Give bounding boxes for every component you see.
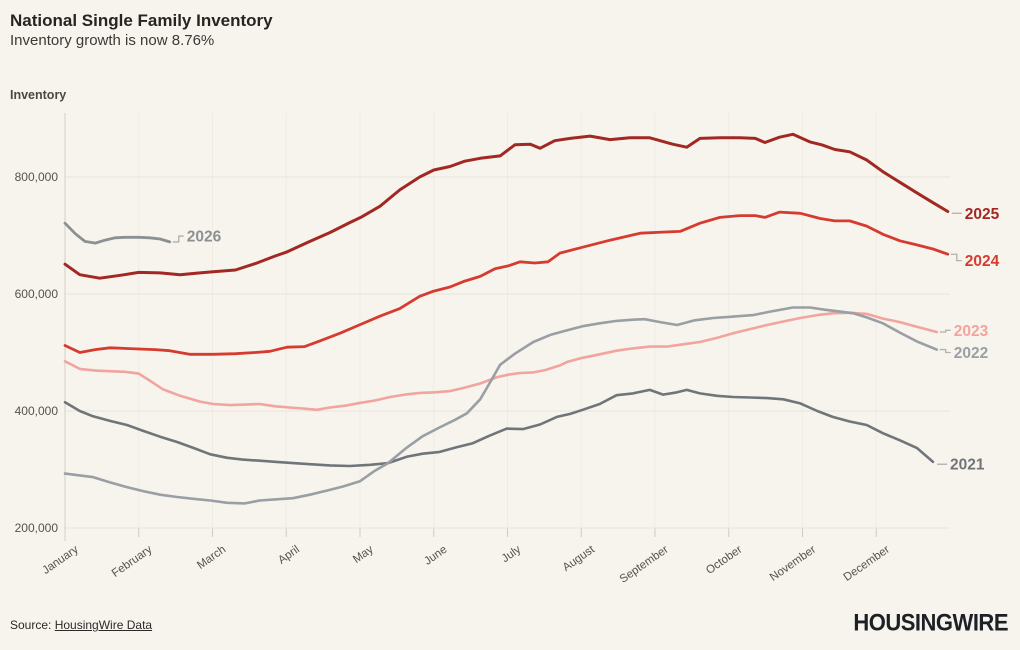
series-line-2022 <box>63 306 939 505</box>
series-line-2024 <box>63 210 950 356</box>
label-connector-2026 <box>172 235 184 243</box>
series-line-2026 <box>63 221 172 245</box>
series-line-2025 <box>63 132 950 280</box>
x-tick-label-february: February <box>110 543 155 579</box>
label-connector-2023 <box>939 329 951 333</box>
y-tick-label: 400,000 <box>15 404 59 418</box>
series-line-2023 <box>63 311 939 412</box>
x-tick-label-august: August <box>561 543 598 574</box>
source-link[interactable]: HousingWire Data <box>54 618 153 632</box>
x-tick-label-july: July <box>500 543 524 565</box>
series-label-2022: 2022 <box>954 345 988 362</box>
series-label-2025: 2025 <box>965 206 1000 223</box>
x-tick-label-december: December <box>842 544 892 584</box>
x-tick-label-may: May <box>351 543 376 565</box>
y-tick-label: 800,000 <box>15 170 59 184</box>
x-tick-label-march: March <box>195 544 228 572</box>
series-label-2021: 2021 <box>950 457 985 474</box>
source-prefix: Source: <box>10 618 55 632</box>
label-connector-2022 <box>939 348 951 354</box>
y-tick-label: 200,000 <box>15 521 59 535</box>
series-label-2024: 2024 <box>965 253 1000 270</box>
x-tick-label-november: November <box>768 544 818 584</box>
x-tick-label-june: June <box>422 544 449 568</box>
x-tick-label-october: October <box>704 544 745 577</box>
y-tick-label: 600,000 <box>15 287 59 301</box>
x-tick-label-september: September <box>618 544 671 586</box>
chart-footer: Source: HousingWire Data HOUSINGWIRE <box>0 608 1020 640</box>
chart-header: National Single Family Inventory Invento… <box>10 10 273 52</box>
series-label-2023: 2023 <box>954 323 989 340</box>
page-title: National Single Family Inventory <box>10 11 273 30</box>
y-axis-title: Inventory <box>10 88 67 102</box>
label-connector-2024 <box>950 253 962 262</box>
series-label-2026: 2026 <box>187 229 222 246</box>
source-note: Source: HousingWire Data <box>10 618 152 632</box>
x-tick-label-january: January <box>40 543 81 576</box>
housingwire-logo: HOUSINGWIRE <box>853 608 1008 636</box>
page-subtitle: Inventory growth is now 8.76% <box>10 32 215 50</box>
series-line-2021 <box>63 388 935 468</box>
x-tick-label-april: April <box>276 544 302 567</box>
